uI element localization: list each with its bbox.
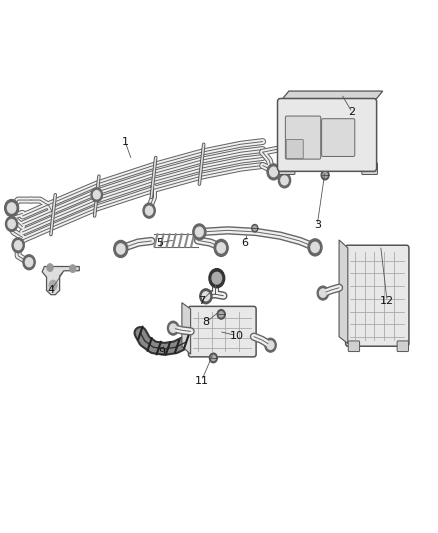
- Text: 6: 6: [242, 238, 249, 247]
- FancyBboxPatch shape: [348, 341, 360, 352]
- Circle shape: [279, 173, 290, 188]
- Circle shape: [195, 227, 203, 237]
- Circle shape: [318, 130, 326, 140]
- Polygon shape: [339, 240, 348, 344]
- FancyBboxPatch shape: [286, 116, 321, 159]
- Circle shape: [267, 341, 274, 349]
- Circle shape: [14, 241, 22, 249]
- Text: 7: 7: [198, 296, 205, 306]
- Circle shape: [93, 191, 100, 199]
- Circle shape: [145, 206, 153, 215]
- Circle shape: [25, 258, 33, 266]
- Circle shape: [212, 272, 222, 284]
- Circle shape: [314, 126, 328, 143]
- Circle shape: [91, 188, 102, 201]
- Circle shape: [265, 338, 276, 352]
- Circle shape: [167, 321, 179, 335]
- Circle shape: [6, 216, 18, 231]
- Circle shape: [200, 289, 212, 304]
- Circle shape: [143, 203, 155, 218]
- FancyBboxPatch shape: [286, 140, 303, 159]
- Text: 3: 3: [314, 220, 321, 230]
- Text: 8: 8: [202, 317, 209, 327]
- Circle shape: [214, 239, 228, 256]
- Text: 5: 5: [156, 238, 163, 247]
- Polygon shape: [182, 303, 191, 354]
- Circle shape: [7, 203, 16, 213]
- Text: 10: 10: [230, 330, 244, 341]
- Circle shape: [267, 164, 280, 180]
- FancyBboxPatch shape: [188, 306, 256, 357]
- Circle shape: [308, 239, 322, 256]
- Circle shape: [270, 167, 278, 176]
- Text: 12: 12: [380, 296, 394, 306]
- FancyBboxPatch shape: [346, 245, 409, 346]
- Polygon shape: [42, 266, 79, 295]
- Circle shape: [217, 243, 226, 253]
- Polygon shape: [280, 91, 383, 102]
- Circle shape: [8, 220, 15, 229]
- Circle shape: [209, 353, 217, 363]
- Circle shape: [219, 312, 223, 317]
- Circle shape: [170, 324, 177, 332]
- Text: 4: 4: [47, 286, 54, 295]
- Circle shape: [281, 176, 288, 185]
- FancyBboxPatch shape: [279, 163, 295, 174]
- Circle shape: [114, 240, 128, 257]
- Text: 2: 2: [349, 107, 356, 117]
- Circle shape: [117, 244, 125, 254]
- Circle shape: [319, 289, 326, 297]
- FancyBboxPatch shape: [397, 341, 409, 352]
- Text: 1: 1: [122, 136, 129, 147]
- Circle shape: [323, 173, 327, 177]
- FancyBboxPatch shape: [278, 99, 377, 171]
- Circle shape: [49, 280, 57, 290]
- Circle shape: [317, 286, 328, 300]
- Circle shape: [193, 224, 206, 240]
- Circle shape: [321, 170, 329, 180]
- Circle shape: [252, 224, 258, 232]
- Circle shape: [217, 310, 225, 319]
- FancyBboxPatch shape: [362, 163, 378, 174]
- Circle shape: [5, 199, 18, 216]
- Circle shape: [211, 356, 215, 360]
- Circle shape: [47, 264, 53, 271]
- Text: 11: 11: [194, 376, 208, 386]
- Circle shape: [209, 269, 225, 288]
- Text: 9: 9: [159, 346, 166, 357]
- Circle shape: [70, 265, 76, 272]
- Circle shape: [202, 292, 209, 301]
- Circle shape: [311, 243, 319, 253]
- FancyBboxPatch shape: [321, 119, 355, 157]
- Circle shape: [12, 238, 24, 253]
- Circle shape: [23, 255, 35, 270]
- Circle shape: [253, 226, 257, 230]
